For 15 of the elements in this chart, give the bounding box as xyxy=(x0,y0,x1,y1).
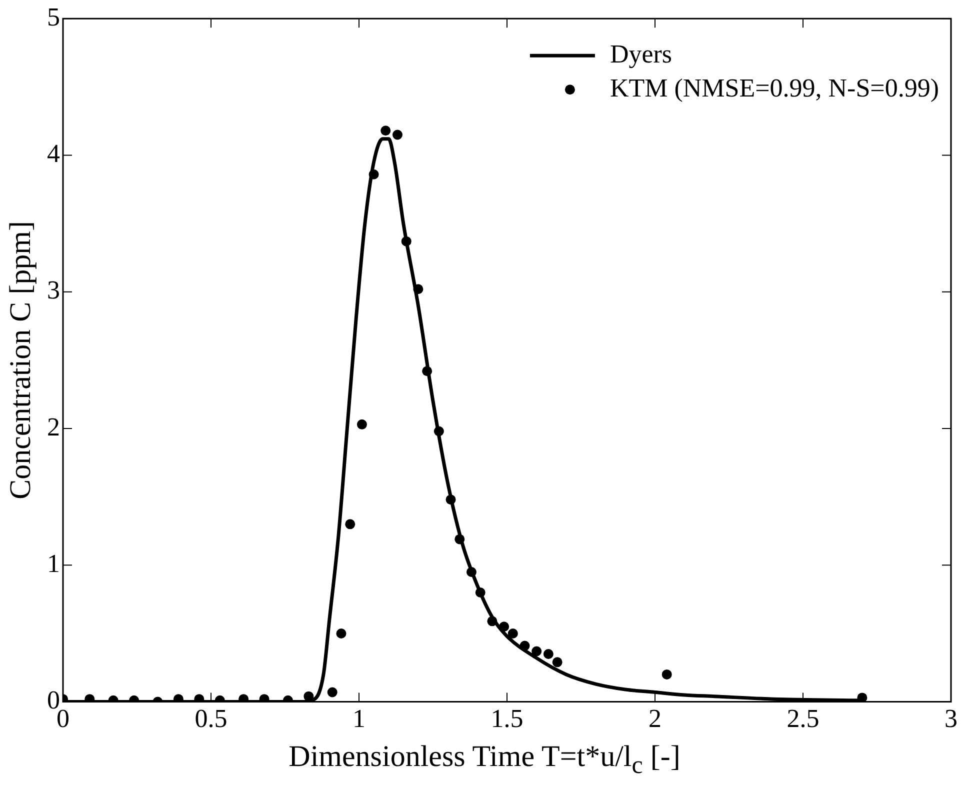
y-tick-label: 4 xyxy=(47,139,60,168)
x-axis-title: Dimensionless Time T=t*u/l$_{c}$ [-] xyxy=(288,740,682,780)
legend-label: KTM (NMSE=0.99, N-S=0.99) xyxy=(610,73,940,102)
x-tick-label: 1 xyxy=(352,704,366,734)
legend-label: Dyers xyxy=(610,39,672,68)
y-tick-label: 3 xyxy=(47,276,60,305)
y-tick-label: 5 xyxy=(47,2,60,32)
y-tick-label: 2 xyxy=(47,412,60,442)
x-tick-label: 1.5 xyxy=(490,704,524,734)
y-axis-title: Concentration C [ppm] xyxy=(4,221,37,500)
y-tick-label: 1 xyxy=(47,548,60,578)
x-tick-label: 3 xyxy=(944,704,958,734)
x-tick-label: 0.5 xyxy=(194,704,228,734)
x-tick-label: 2.5 xyxy=(786,704,820,734)
x-tick-label: 2 xyxy=(648,704,662,734)
